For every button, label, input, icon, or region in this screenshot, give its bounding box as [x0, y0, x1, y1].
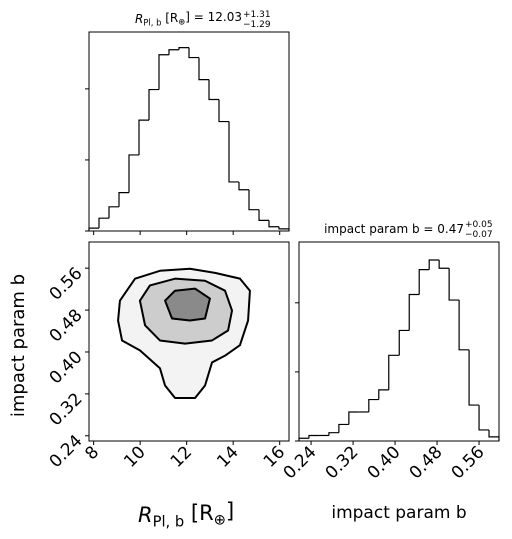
title-upper: +0.05 — [465, 220, 493, 230]
histogram-bin — [188, 47, 199, 59]
histogram-bin — [388, 354, 400, 390]
histogram-bin — [118, 192, 129, 207]
label-part: ] = 12.03 — [185, 10, 242, 24]
histogram-bin — [138, 119, 149, 155]
label-part: ] — [226, 499, 234, 523]
x-tick-label: 0.56 — [448, 442, 489, 483]
x-axis-label: impact param b — [331, 503, 466, 523]
histogram-bin — [368, 398, 379, 412]
histogram-bin — [148, 88, 159, 121]
x-tick-label: 0.40 — [364, 442, 405, 483]
histogram-bin — [458, 300, 470, 351]
histogram-bin — [128, 154, 139, 193]
histogram-bin — [158, 54, 169, 90]
histogram-bin — [428, 259, 440, 270]
histogram-bin — [218, 99, 229, 123]
histogram-bin — [418, 269, 430, 295]
histogram-bin — [98, 217, 109, 229]
label-part: Pl, b — [153, 513, 185, 530]
histogram-bin — [438, 259, 450, 269]
histogram-bin — [408, 293, 420, 331]
y-tick-label: 0.56 — [46, 264, 87, 305]
x-tick-label: 0.24 — [280, 442, 321, 483]
histogram-bin — [348, 411, 359, 425]
contour — [164, 287, 211, 322]
y-tick-label: 0.40 — [46, 347, 87, 388]
panel-title: impact param b = 0.47 — [324, 222, 464, 236]
label-part: [R — [184, 501, 213, 525]
histogram-bin — [108, 206, 119, 219]
histogram-bin — [298, 437, 309, 441]
histogram-bin — [208, 79, 219, 101]
histogram-bin — [468, 349, 480, 406]
histogram-bin — [478, 405, 490, 431]
histogram-bin — [308, 434, 319, 439]
x-tick-label: 0.32 — [322, 442, 363, 483]
histogram-bin — [248, 189, 259, 211]
axis-label: RPl, b [R⊕] — [138, 499, 234, 530]
panel-frame — [88, 241, 290, 442]
histogram-bin — [198, 57, 209, 81]
label-part: R — [135, 12, 143, 26]
panel-frame — [298, 241, 500, 442]
label-part: ⊕ — [214, 512, 226, 529]
label-part: [R — [161, 11, 178, 25]
title-upper: +1.31 — [243, 10, 271, 20]
y-tick-label: 0.48 — [46, 305, 87, 346]
histogram-bin — [338, 423, 349, 433]
histogram-bin — [268, 220, 279, 228]
title-lower: −0.07 — [465, 230, 493, 240]
histogram-bin — [178, 47, 189, 50]
histogram-bin — [88, 227, 99, 231]
label-part: R — [138, 503, 153, 527]
x-tick-label: 12 — [167, 442, 196, 471]
histogram-bin — [168, 49, 179, 55]
histogram-bin — [398, 329, 410, 356]
panel-frame — [88, 31, 290, 232]
x-tick-label: 0.48 — [406, 442, 447, 483]
x-tick-label: 8 — [81, 442, 103, 464]
label-part: ⊕ — [178, 16, 185, 26]
histogram-bin — [328, 432, 339, 436]
histogram-bin — [228, 121, 239, 183]
histogram-bin — [238, 181, 249, 191]
histogram-bin — [378, 389, 389, 400]
x-tick-label: 10 — [120, 442, 149, 471]
histogram-bin — [278, 226, 290, 231]
label-part: Pl, b — [143, 18, 161, 28]
histogram-bin — [488, 429, 500, 441]
histogram-bin — [258, 209, 269, 221]
y-tick-label: 0.32 — [46, 389, 87, 430]
y-axis-label: impact param b — [8, 274, 29, 417]
histogram-bin — [448, 268, 460, 301]
title-lower: −1.29 — [243, 20, 271, 30]
x-tick-label: 14 — [213, 442, 242, 471]
panel-title: RPl, b [R⊕] = 12.03 — [135, 10, 242, 28]
y-tick-label: 0.24 — [46, 431, 87, 472]
